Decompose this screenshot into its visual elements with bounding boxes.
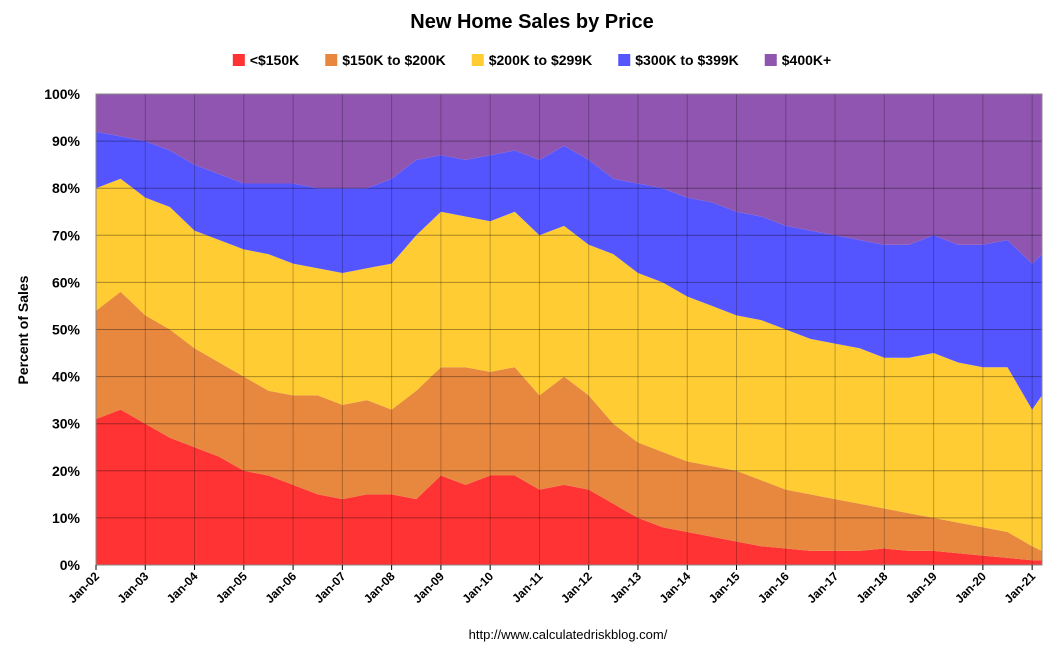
gridlines (95, 93, 1043, 566)
area-400k (96, 94, 1042, 264)
x-tick-label: Jan-07 (312, 569, 349, 606)
x-tick-label: Jan-06 (262, 569, 299, 606)
x-tick-label: Jan-14 (657, 569, 694, 606)
x-tick-label: Jan-13 (607, 569, 644, 606)
y-tick-label: 50% (52, 322, 81, 338)
x-tick-label: Jan-02 (65, 569, 102, 606)
y-tick-label: 10% (52, 510, 81, 526)
y-tick-label: 90% (52, 133, 81, 149)
x-tick-label: Jan-03 (115, 569, 152, 606)
y-tick-label: 70% (52, 227, 81, 243)
legend-swatch-400k (764, 54, 777, 66)
y-tick-label: 0% (60, 557, 81, 573)
area-200k-to-299k (96, 178, 1042, 551)
legend-swatch-150k (232, 54, 245, 66)
area-150k (96, 409, 1042, 565)
y-tick-label: 30% (52, 416, 81, 432)
x-tick-label: Jan-08 (361, 569, 398, 606)
y-tick-label: 20% (52, 463, 81, 479)
plot-area (96, 94, 1042, 565)
x-tick-label: Jan-18 (854, 569, 891, 606)
plot-frame (95, 93, 1043, 566)
y-tick-label: 100% (44, 86, 80, 102)
x-tick-label: Jan-15 (706, 569, 743, 606)
x-tick-label: Jan-20 (952, 569, 989, 606)
x-tick-label: Jan-09 (410, 569, 447, 606)
legend: <$150K $150K to $200K $200K to $299K $300K … (232, 52, 831, 68)
legend-label-150k-to-200k: $150K to $200K (342, 52, 446, 68)
x-tick-label: Jan-10 (459, 569, 496, 606)
y-tick-label: 40% (52, 369, 81, 385)
x-tick-label: Jan-16 (755, 569, 792, 606)
x-tick-label: Jan-12 (558, 569, 595, 606)
x-tick-label: Jan-11 (509, 569, 546, 606)
y-tick-label: 80% (52, 180, 81, 196)
source-url: http://www.calculatedriskblog.com/ (469, 627, 668, 642)
legend-swatch-200k-to-299k (471, 54, 484, 66)
area-300k-to-399k (96, 131, 1042, 410)
x-tick-label: Jan-05 (213, 569, 250, 606)
legend-swatch-150k-to-200k (325, 54, 338, 66)
legend-swatch-300k-to-399k (618, 54, 631, 66)
x-tick-label: Jan-21 (1001, 569, 1038, 606)
y-tick-label: 60% (52, 274, 81, 290)
x-tick-label: Jan-19 (903, 569, 940, 606)
y-axis: 0% 10% 20% 30% 40% 50% 60% 70% 80% 90% 100% (44, 86, 80, 573)
legend-label-200k-to-299k: $200K to $299K (489, 52, 593, 68)
chart-title: New Home Sales by Price (410, 11, 653, 33)
legend-label-300k-to-399k: $300K to $399K (635, 52, 739, 68)
legend-label-400k: $400K+ (782, 52, 831, 68)
area-150k-to-200k (96, 291, 1042, 561)
legend-label-150k: <$150K (250, 52, 299, 68)
x-tick-label: Jan-17 (804, 569, 841, 606)
x-axis: Jan-02 Jan-03 Jan-04 Jan-05 Jan-06 Jan-07 Jan-… (65, 565, 1038, 606)
y-axis-label: Percent of Sales (15, 275, 31, 384)
x-tick-label: Jan-04 (164, 569, 201, 606)
